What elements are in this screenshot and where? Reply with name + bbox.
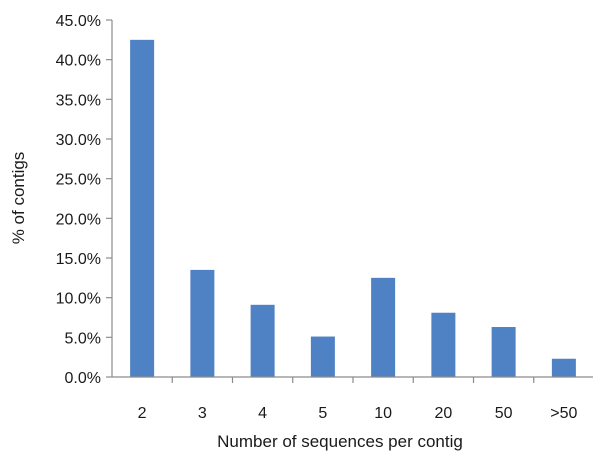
bar-4 xyxy=(250,304,275,377)
y-tick-label: 25.0% xyxy=(56,172,101,189)
y-tick-label: 45.0% xyxy=(56,13,101,30)
y-axis-ticks: 0.0% 5.0% 10.0% 15.0% 20.0% 25.0% 30.0% 35.0% 40… xyxy=(56,13,112,387)
x-axis-title: Number of sequences per contig xyxy=(217,432,463,451)
y-tick-label: 15.0% xyxy=(56,251,101,268)
bar-3 xyxy=(190,269,215,377)
y-tick-label: 10.0% xyxy=(56,291,101,308)
y-tick-label: 30.0% xyxy=(56,132,101,149)
bar-50 xyxy=(491,327,516,377)
x-tick-label: 50 xyxy=(495,405,513,422)
x-tick-label: 4 xyxy=(258,405,267,422)
bar-2 xyxy=(130,39,155,377)
x-tick-label: 20 xyxy=(434,405,452,422)
x-tick-label: >50 xyxy=(550,405,577,422)
x-tick-label: 5 xyxy=(318,405,327,422)
bars xyxy=(130,39,576,377)
x-tick-label: 3 xyxy=(198,405,207,422)
bar-5 xyxy=(310,336,335,377)
y-tick-label: 40.0% xyxy=(56,53,101,70)
y-axis-title: % of contigs xyxy=(9,152,28,245)
bar-10 xyxy=(371,277,396,377)
y-tick-label: 35.0% xyxy=(56,92,101,109)
y-tick-label: 5.0% xyxy=(65,330,101,347)
x-tick-label: 10 xyxy=(374,405,392,422)
bar-20 xyxy=(431,312,456,377)
x-axis-ticks: 2 3 4 5 10 20 50 >50 xyxy=(138,377,578,422)
bar-gt50 xyxy=(551,358,576,377)
x-tick-label: 2 xyxy=(138,405,147,422)
y-tick-label: 20.0% xyxy=(56,211,101,228)
y-tick-label: 0.0% xyxy=(65,370,101,387)
